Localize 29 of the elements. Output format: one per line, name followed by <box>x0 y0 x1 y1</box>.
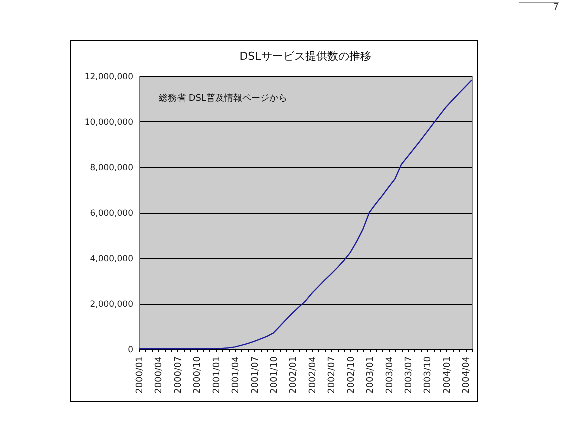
x-tick-label: 2003/01 <box>366 356 376 394</box>
x-tick-label: 2003/07 <box>404 356 414 394</box>
x-tick-label: 2002/07 <box>328 356 338 394</box>
x-tick-label: 2000/10 <box>193 356 204 394</box>
y-tick-label: 4,000,000 <box>90 254 134 264</box>
annotation: 総務省 DSL普及情報ページから <box>158 93 288 104</box>
y-tick-label: 0 <box>128 346 134 356</box>
x-tick-label: 2002/01 <box>289 356 300 394</box>
x-tick-label: 2002/04 <box>308 356 318 394</box>
x-tick-label: 2001/04 <box>232 356 242 394</box>
text: 7 <box>519 2 559 13</box>
y-tick-label: 2,000,000 <box>90 300 134 310</box>
x-tick-label: 2003/10 <box>424 356 434 394</box>
y-tick-label: 10,000,000 <box>84 118 134 128</box>
x-tick-label: 2004/01 <box>442 356 453 394</box>
x-tick-label: 2002/10 <box>346 356 357 394</box>
y-tick-label: 6,000,000 <box>90 209 134 219</box>
y-tick-label: 12,000,000 <box>84 72 134 82</box>
x-tick-label: 2000/04 <box>154 356 165 394</box>
x-tick-label: 2000/07 <box>174 356 184 394</box>
x-tick-label: 2003/04 <box>385 356 396 394</box>
x-tick-label: 2001/10 <box>270 356 280 394</box>
line-series <box>138 80 473 350</box>
x-tick-label: 2000/01 <box>136 356 146 394</box>
y-tick-label: 8,000,000 <box>90 164 134 174</box>
x-tick-label: 2004/04 <box>462 356 472 394</box>
chart-title: DSLサービス提供数の推移 <box>240 50 372 63</box>
x-tick-label: 2001/01 <box>212 356 222 394</box>
x-tick-label: 2001/07 <box>250 356 261 394</box>
